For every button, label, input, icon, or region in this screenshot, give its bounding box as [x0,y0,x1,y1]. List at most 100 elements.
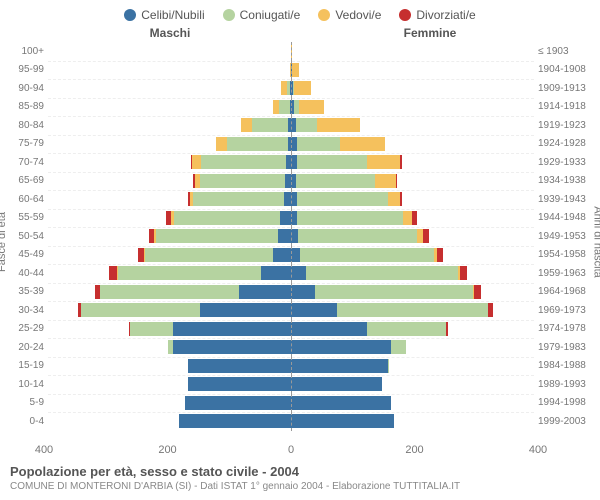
birth-year-label: 1909-1913 [534,83,600,94]
x-tick: 400 [35,444,53,456]
bar-male [48,81,291,95]
bar-female [291,322,534,336]
bar-female [291,248,534,262]
bar-segment [317,118,360,132]
age-label: 100+ [0,46,48,57]
bar-segment [423,229,429,243]
bar-segment [200,174,285,188]
bar-male [48,377,291,391]
bar-male [48,340,291,354]
footer: Popolazione per età, sesso e stato civil… [0,458,600,492]
bar-male [48,285,291,299]
bar-female [291,377,534,391]
bar-segment [298,229,416,243]
bar-area [48,375,534,394]
bar-segment [474,285,480,299]
table-row: 35-391964-1968 [0,283,600,302]
bar-female [291,192,534,206]
bar-area [48,135,534,154]
bar-male [48,359,291,373]
bar-female [291,340,534,354]
table-row: 45-491954-1958 [0,246,600,265]
table-row: 10-141989-1993 [0,375,600,394]
bar-male [48,63,291,77]
bar-segment [118,266,261,280]
bar-segment [296,174,375,188]
bar-segment [81,303,199,317]
table-row: 55-591944-1948 [0,209,600,228]
age-label: 60-64 [0,194,48,205]
birth-year-label: 1919-1923 [534,120,600,131]
bar-segment [216,137,227,151]
bar-segment [294,81,311,95]
x-tick: 200 [405,444,423,456]
bar-area [48,61,534,80]
bar-area [48,394,534,413]
legend-swatch [318,9,330,21]
bar-female [291,229,534,243]
legend: Celibi/NubiliConiugati/eVedovi/eDivorzia… [0,0,600,26]
birth-year-label: 1959-1963 [534,268,600,279]
legend-label: Vedovi/e [335,8,381,22]
bar-segment [388,359,389,373]
bar-segment [188,377,291,391]
bar-segment [400,192,402,206]
age-label: 30-34 [0,305,48,316]
bar-segment [173,340,291,354]
bar-segment [437,248,443,262]
bar-area [48,301,534,320]
bar-area [48,79,534,98]
bar-segment [460,266,467,280]
x-axis: 4002000200400 [0,444,600,458]
birth-year-label: 1974-1978 [534,323,600,334]
bar-female [291,100,534,114]
age-label: 25-29 [0,323,48,334]
legend-swatch [399,9,411,21]
bar-segment [279,100,290,114]
bar-male [48,44,291,58]
age-label: 15-19 [0,360,48,371]
bar-segment [173,322,291,336]
bar-area [48,190,534,209]
bar-female [291,396,534,410]
bar-area [48,42,534,61]
table-row: 100+≤ 1903 [0,42,600,61]
age-label: 0-4 [0,416,48,427]
age-label: 40-44 [0,268,48,279]
birth-year-label: 1914-1918 [534,101,600,112]
age-label: 95-99 [0,64,48,75]
bar-segment [291,414,394,428]
bar-female [291,137,534,151]
x-tick: 200 [158,444,176,456]
age-label: 55-59 [0,212,48,223]
bar-female [291,44,534,58]
bar-area [48,338,534,357]
bar-segment [252,118,288,132]
age-label: 20-24 [0,342,48,353]
bar-segment [200,303,291,317]
table-row: 15-191984-1988 [0,357,600,376]
legend-label: Coniugati/e [240,8,301,22]
age-label: 90-94 [0,83,48,94]
birth-year-label: 1929-1933 [534,157,600,168]
bar-segment [156,229,278,243]
table-row: 95-991904-1908 [0,61,600,80]
bar-area [48,412,534,431]
table-row: 75-791924-1928 [0,135,600,154]
bar-segment [291,340,391,354]
bar-segment [239,285,291,299]
bar-segment [193,192,284,206]
bar-segment [375,174,396,188]
bar-female [291,285,534,299]
bar-segment [291,377,382,391]
bar-segment [185,396,291,410]
bar-male [48,322,291,336]
bar-male [48,211,291,225]
table-row: 40-44 1959-1963 [0,264,600,283]
bar-segment [337,303,489,317]
bar-male [48,155,291,169]
table-row: 65-691934-1938 [0,172,600,191]
bar-segment [299,100,325,114]
bar-segment [367,155,400,169]
bar-segment [488,303,493,317]
